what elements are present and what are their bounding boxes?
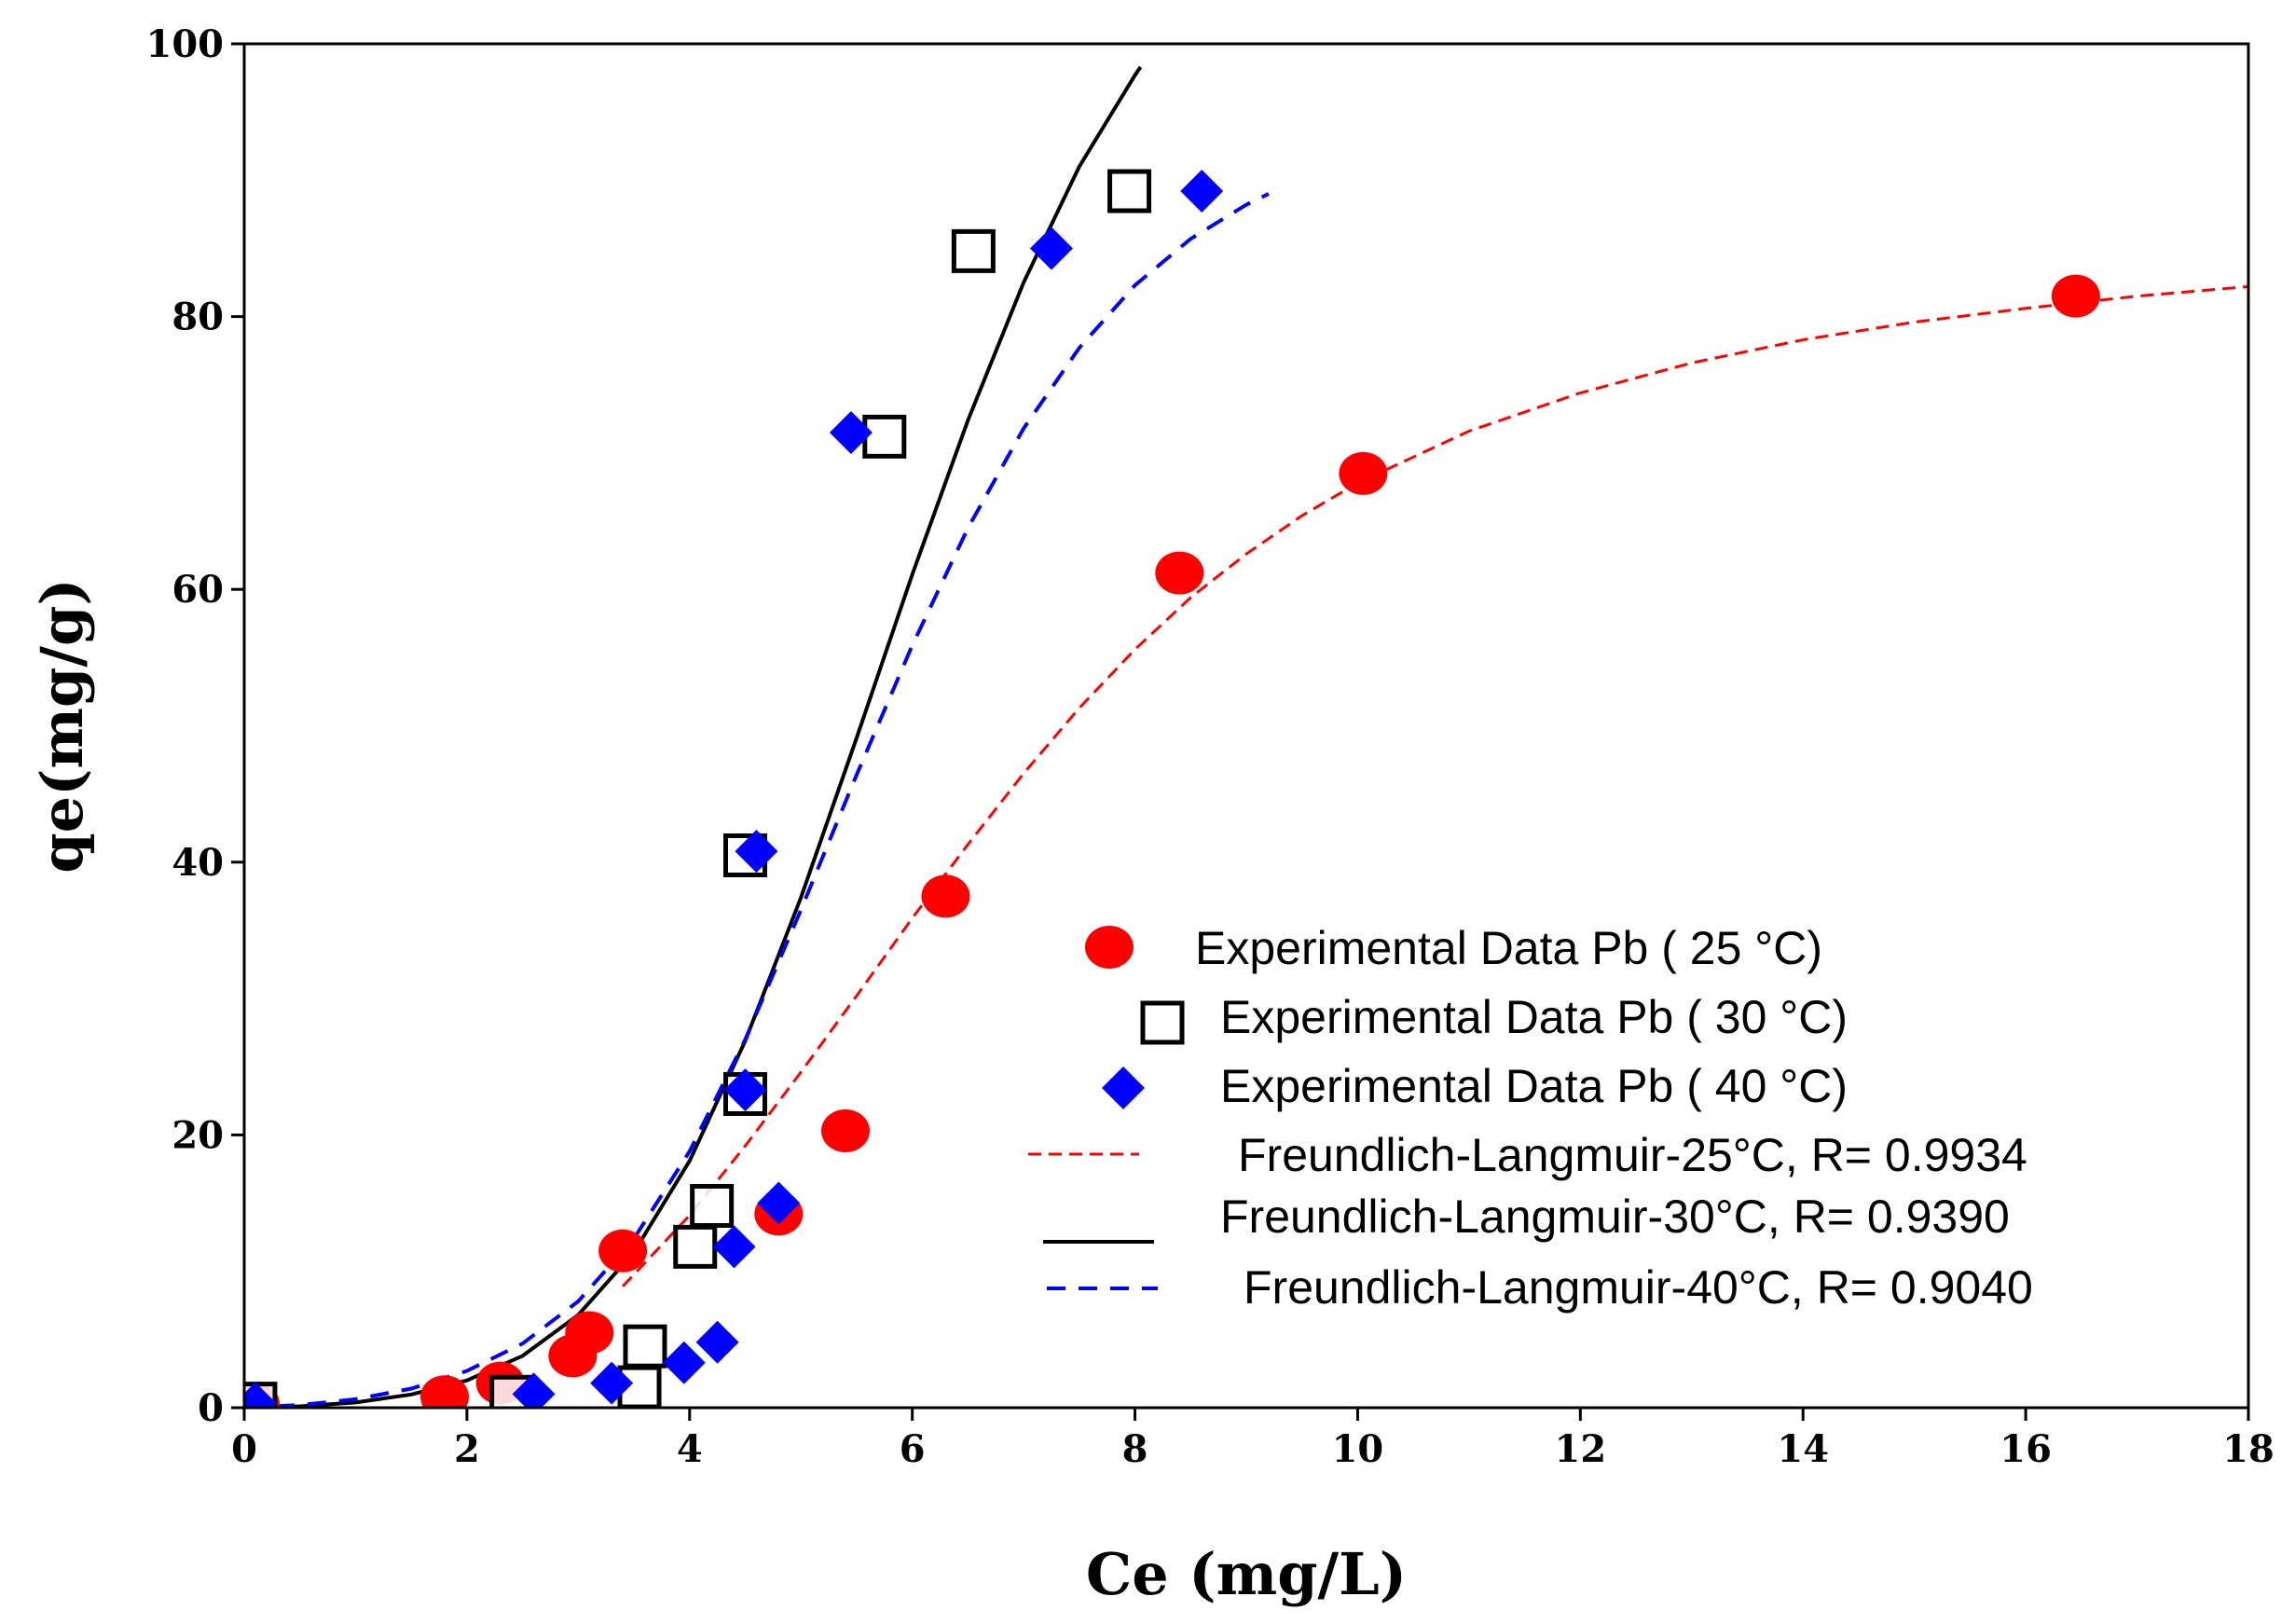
data-point-diamond [712,1225,756,1269]
data-point-diamond [1029,227,1073,270]
data-point-diamond [662,1341,706,1384]
x-tick-label: 14 [1777,1427,1829,1471]
y-tick-label: 20 [172,1113,224,1157]
fit-line [622,284,2248,1287]
y-tick-label: 0 [198,1386,224,1430]
data-point-diamond [1102,1067,1145,1109]
x-tick-label: 0 [231,1427,257,1471]
legend: Experimental Data Pb ( 25 °C) Experimenta… [1028,922,2033,1314]
data-point-circle [565,1311,614,1355]
data-point-circle [420,1375,469,1408]
data-point-circle [598,1229,648,1273]
data-point-diamond [590,1361,634,1405]
legend-entry-label: Experimental Data Pb ( 30 °C) [1220,991,1848,1043]
data-point-square [690,1183,735,1228]
legend-entry-label: Experimental Data Pb ( 25 °C) [1195,922,1822,974]
x-tick-label: 18 [2222,1427,2274,1471]
data-point-diamond [723,1068,767,1112]
data-point-square [862,414,907,459]
data-point-diamond [735,830,778,874]
y-tick-label: 80 [172,296,224,339]
data-point-square [673,1224,718,1269]
x-tick-label: 16 [2000,1427,2052,1471]
y-tick-label: 40 [172,841,224,885]
x-tick-label: 12 [1554,1427,1606,1471]
data-point-circle [1339,451,1388,495]
y-axis: 0 20 40 60 80 100 [146,22,244,1430]
data-point-circle [1085,926,1134,969]
y-tick-label: 100 [146,22,225,66]
x-axis: 0 2 4 6 8 10 12 14 16 18 [231,1408,2274,1471]
data-point-square [1140,1000,1185,1045]
data-point-circle [821,1109,870,1153]
x-axis-title: Ce (mg/L) [1086,1540,1407,1608]
data-point-diamond [829,410,873,454]
legend-entry-label: Freundlich-Langmuir-25°C, R= 0.9934 [1238,1129,2027,1181]
data-point-circle [2051,274,2100,318]
y-tick-label: 60 [172,568,224,612]
data-point-square [1107,169,1152,213]
data-point-diamond [695,1320,739,1364]
data-point-diamond [244,1382,277,1408]
plot-area-frame [242,42,2250,1410]
fit-line [244,65,1143,1408]
data-point-circle [921,874,970,918]
legend-entry-label: Experimental Data Pb ( 40 °C) [1220,1060,1848,1112]
data-points [244,169,2100,1408]
data-point-diamond [1180,170,1224,213]
data-point-square [951,228,996,273]
data-point-circle [1155,551,1204,595]
fit-line [244,192,1270,1408]
legend-entry-label: Freundlich-Langmuir-30°C, R= 0.9390 [1220,1190,2010,1243]
x-tick-label: 8 [1122,1427,1148,1471]
data-point-square [623,1324,667,1369]
data-point-diamond [512,1372,556,1408]
x-tick-label: 10 [1332,1427,1384,1471]
x-tick-label: 6 [900,1427,926,1471]
x-tick-label: 4 [677,1427,703,1471]
fit-lines [244,65,2248,1408]
data-point-diamond [757,1181,801,1225]
x-tick-label: 2 [454,1427,480,1471]
y-axis-title: qe(mg/g) [28,578,96,873]
legend-entry-label: Freundlich-Langmuir-40°C, R= 0.9040 [1244,1261,2033,1314]
